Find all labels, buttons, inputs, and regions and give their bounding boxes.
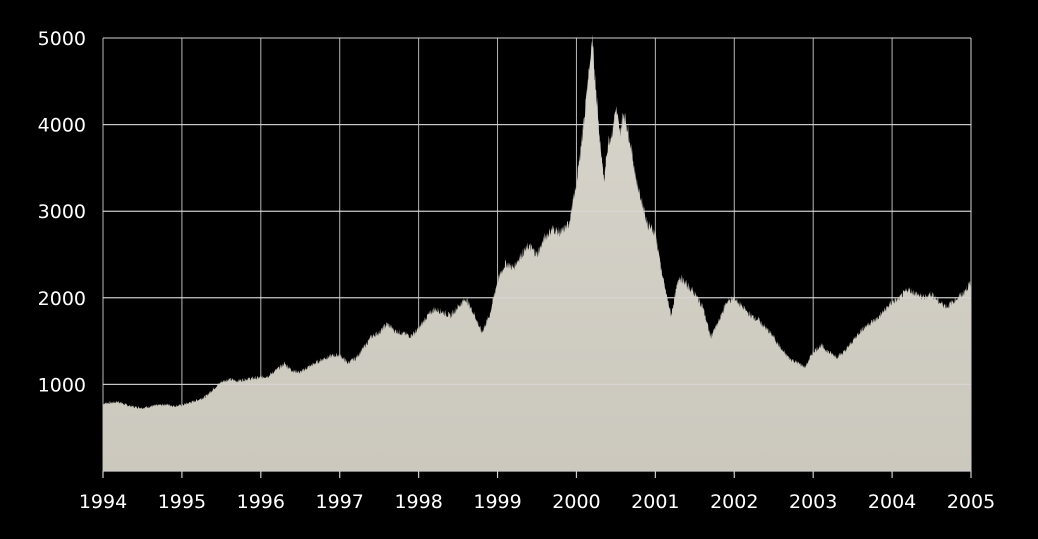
x-tick-label: 1999 [473,491,521,513]
x-tick-label: 2003 [789,491,837,513]
axis-layer [102,470,972,478]
x-tick-label: 2004 [868,491,916,513]
x-tick-label: 1996 [237,491,285,513]
x-tick-label: 2000 [552,491,600,513]
y-tick-label: 1000 [38,374,86,396]
x-tick-label: 2002 [710,491,758,513]
grid-overlay-layer [103,37,971,385]
tick-label-layer: 1994 1995 1996 1997 1998 1999 2000 2001 2002 2003… [38,28,996,513]
x-tick-label: 1998 [394,491,442,513]
x-tick-label: 1994 [79,491,127,513]
y-tick-label: 2000 [38,288,86,310]
x-tick-label: 2005 [947,491,995,513]
x-tick-label: 1997 [316,491,364,513]
y-tick-label: 4000 [38,115,86,137]
area-series [103,33,971,471]
x-tick-label: 1995 [158,491,206,513]
x-tick-label: 2001 [631,491,679,513]
y-tick-label: 3000 [38,201,86,223]
y-tick-label: 5000 [38,28,86,50]
area-layer [103,33,971,471]
